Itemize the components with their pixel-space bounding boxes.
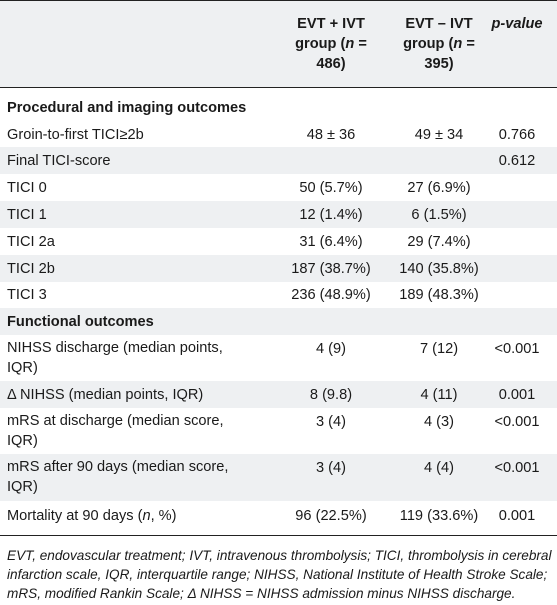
header-evt-ivt-line3: 486) [316, 56, 346, 72]
header-evt-noivt-line3: 395) [424, 56, 454, 72]
header-band [0, 1, 557, 87]
table-footnote: EVT, endovascular treatment; IVT, intrav… [7, 548, 552, 601]
header-rule [0, 87, 557, 88]
top-rule [0, 0, 557, 1]
row-band [0, 147, 557, 174]
row-band [0, 255, 557, 282]
header-evt-noivt-line2: group (n = [403, 36, 475, 52]
row-band [0, 454, 557, 501]
header-evt-noivt: EVT – IVT group (n = 395) [386, 14, 492, 74]
row-band [0, 381, 557, 408]
bottom-rule [0, 535, 557, 536]
row-band [0, 201, 557, 228]
header-evt-noivt-line1: EVT – IVT [405, 16, 473, 32]
header-p-value: p-value [491, 16, 543, 32]
header-evt-ivt-line1: EVT + IVT [297, 16, 365, 32]
header-evt-ivt: EVT + IVT group (n = 486) [256, 14, 406, 74]
row-band [0, 308, 557, 335]
header-evt-ivt-line2: group (n = [295, 36, 367, 52]
